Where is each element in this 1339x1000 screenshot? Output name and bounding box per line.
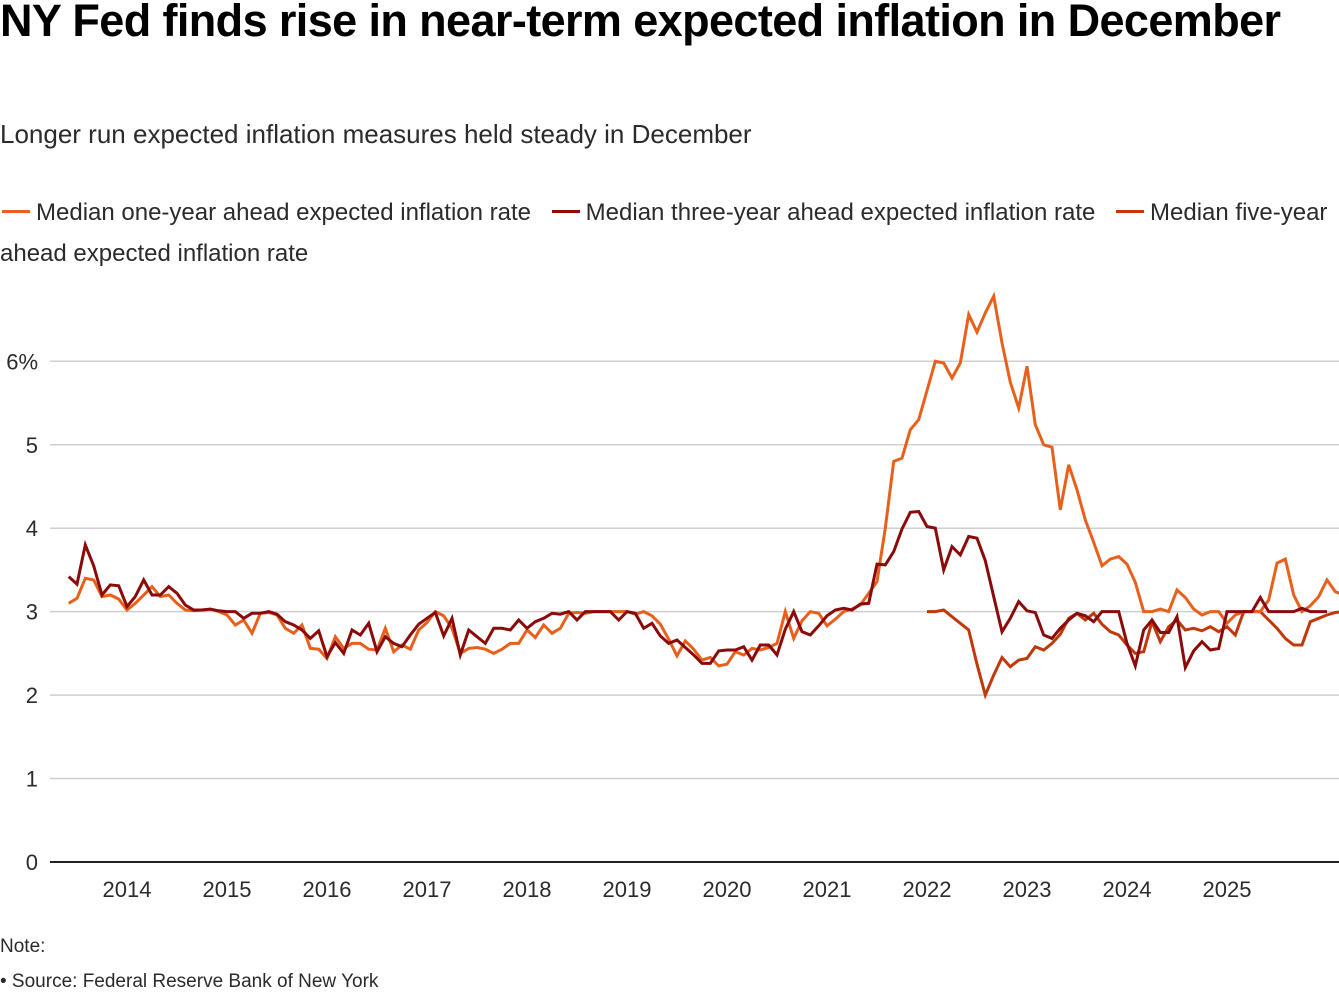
x-tick-label: 2017 xyxy=(403,877,452,902)
legend-swatch-three-year xyxy=(551,210,580,214)
series-line-three-year xyxy=(67,509,1327,673)
y-tick-label: 5 xyxy=(26,433,38,458)
legend-swatch-five-year xyxy=(1116,210,1145,214)
y-tick-label: 6% xyxy=(6,349,38,374)
x-tick-label: 2023 xyxy=(1003,877,1052,902)
x-tick-label: 2022 xyxy=(903,877,952,902)
x-tick-label: 2018 xyxy=(503,877,552,902)
legend-label-one-year: Median one-year ahead expected inflation… xyxy=(36,199,531,226)
gridlines xyxy=(50,360,1339,780)
y-tick-label: 3 xyxy=(26,600,38,625)
y-axis-tick-labels: 0 1 2 3 4 5 6% xyxy=(6,349,38,875)
legend: Median one-year ahead expected inflation… xyxy=(0,192,1339,274)
x-tick-label: 2015 xyxy=(203,877,252,902)
series-line-five-year xyxy=(927,608,1339,700)
legend-label-three-year: Median three-year ahead expected inflati… xyxy=(585,199,1096,226)
legend-item-five-year: Median five-year ahead expected inflatio… xyxy=(0,199,1327,267)
x-tick-label: 2020 xyxy=(703,877,752,902)
x-tick-label: 2024 xyxy=(1103,877,1152,902)
legend-item-one-year: Median one-year ahead expected inflation… xyxy=(0,199,531,226)
x-tick-label: 2025 xyxy=(1203,877,1252,902)
chart-subtitle: Longer run expected inflation measures h… xyxy=(0,119,752,149)
series-line-one-year xyxy=(67,291,1339,668)
footnote-note: Note: xyxy=(0,936,46,957)
line-chart: 0 1 2 3 4 5 6% 2014 2015 2016 2017 2018 2019 2020 202… xyxy=(6,291,1339,902)
chart-title: NY Fed finds rise in near-term expected … xyxy=(0,0,1281,46)
footnote-source: • Source: Federal Reserve Bank of New Yo… xyxy=(0,971,379,992)
y-tick-label: 1 xyxy=(26,767,38,792)
x-tick-label: 2021 xyxy=(803,877,852,902)
x-tick-label: 2016 xyxy=(303,877,352,902)
y-tick-label: 0 xyxy=(26,850,38,875)
y-tick-label: 4 xyxy=(26,516,38,541)
legend-label-five-year: Median five-year ahead expected inflatio… xyxy=(0,199,1328,267)
x-axis-tick-labels: 2014 2015 2016 2017 2018 2019 2020 2021 2022 2023… xyxy=(103,877,1252,902)
legend-item-three-year: Median three-year ahead expected inflati… xyxy=(551,199,1096,226)
legend-swatch-one-year xyxy=(2,210,30,214)
y-tick-label: 2 xyxy=(26,683,38,708)
series-lines xyxy=(67,291,1339,700)
x-tick-label: 2014 xyxy=(103,877,152,902)
x-tick-label: 2019 xyxy=(603,877,652,902)
